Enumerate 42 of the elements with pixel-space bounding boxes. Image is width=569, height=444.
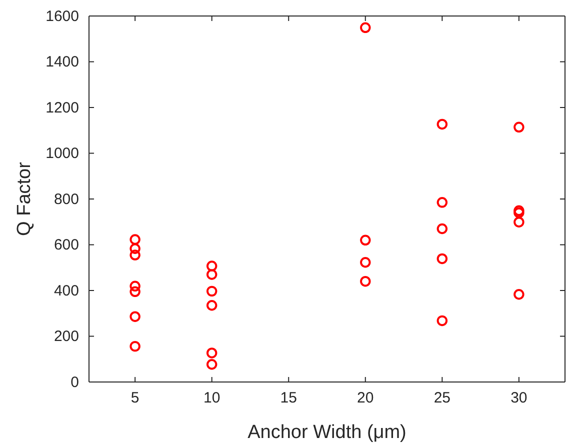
y-tick-label: 600 <box>54 236 79 254</box>
point <box>360 257 371 268</box>
point <box>130 234 140 245</box>
point <box>514 289 524 300</box>
y-tick-label: 0 <box>70 374 79 391</box>
point <box>360 22 371 34</box>
point <box>130 286 140 298</box>
point <box>514 216 524 228</box>
point <box>360 234 371 246</box>
y-tick-label: 800 <box>54 190 79 208</box>
x-tick-label: 30 <box>510 390 528 407</box>
x-tick-label: 25 <box>434 390 451 407</box>
point <box>130 311 140 322</box>
y-tick-label: 1000 <box>46 145 79 162</box>
point <box>436 253 448 264</box>
x-tick-label: 20 <box>357 390 374 407</box>
point <box>436 223 448 234</box>
point <box>130 280 140 292</box>
point <box>130 340 140 352</box>
x-tick-label: 5 <box>130 390 140 407</box>
point <box>206 300 218 311</box>
point <box>206 348 218 358</box>
y-tick-label: 1600 <box>46 8 79 25</box>
point <box>206 359 218 370</box>
point <box>130 243 140 254</box>
point <box>130 250 140 260</box>
y-tick-label: 200 <box>54 328 79 346</box>
point <box>206 286 218 297</box>
x-axis-title: Anchor Width (μm) <box>248 422 406 443</box>
y-axis-title: Q Factor <box>14 161 35 236</box>
point <box>360 276 371 287</box>
x-tick-label: 10 <box>203 390 220 407</box>
x-tick-label: 15 <box>280 390 297 407</box>
point <box>436 197 448 208</box>
y-tick-label: 1200 <box>46 99 79 116</box>
point <box>206 269 218 280</box>
y-tick-label: 1400 <box>46 54 79 71</box>
point <box>436 118 448 130</box>
point <box>206 260 218 272</box>
point <box>436 315 448 326</box>
point <box>514 122 524 133</box>
y-tick-label: 400 <box>54 282 79 300</box>
